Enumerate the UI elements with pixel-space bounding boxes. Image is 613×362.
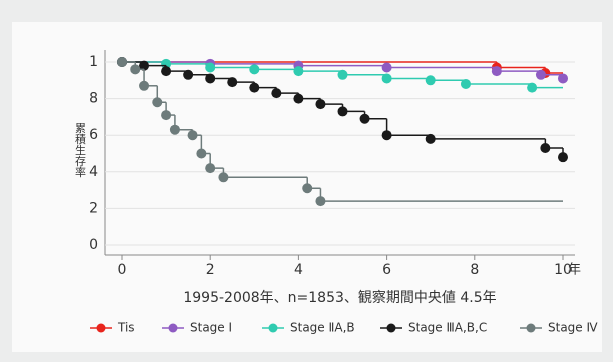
censor-marker [249, 82, 260, 93]
censor-marker [425, 133, 436, 144]
legend-marker [268, 323, 278, 333]
x-tick-label: 4 [294, 262, 303, 278]
censor-marker [558, 73, 568, 84]
censor-marker [205, 163, 216, 174]
censor-marker [381, 130, 392, 141]
censor-marker [359, 113, 370, 124]
censor-marker [169, 124, 180, 135]
censor-marker [381, 73, 392, 84]
legend-marker [386, 323, 396, 333]
legend-marker [168, 323, 178, 333]
censor-marker [315, 99, 326, 110]
legend-label: Stage Ⅰ [190, 321, 232, 335]
censor-marker [187, 130, 198, 141]
censor-marker [139, 80, 150, 91]
y-tick-label: 2 [89, 200, 98, 216]
censor-marker [527, 82, 538, 93]
legend-label: Stage ⅡA,B [290, 321, 355, 335]
x-tick-label: 10 [554, 262, 572, 278]
legend-marker [96, 323, 106, 333]
y-axis-label: 累積生存率 [74, 122, 87, 178]
x-tick-label: 0 [118, 262, 127, 278]
y-tick-label: 1 [89, 54, 98, 70]
censor-marker [205, 62, 216, 73]
censor-marker [337, 69, 348, 80]
legend-label: Stage ⅢA,B,C [408, 321, 487, 335]
y-tick-label: 4 [89, 164, 98, 180]
y-tick-label: 8 [89, 91, 98, 107]
censor-marker [161, 110, 172, 121]
censor-marker [117, 57, 127, 67]
censor-marker [205, 73, 216, 84]
caption: 1995-2008年、n=1853、観察期間中央値 4.5年 [183, 289, 496, 306]
censor-marker [183, 69, 194, 80]
x-tick-label: 6 [382, 262, 391, 278]
censor-marker [302, 183, 313, 194]
censor-marker [293, 93, 304, 104]
censor-marker [130, 64, 141, 75]
y-tick-label: 0 [89, 237, 98, 253]
legend-label: Stage Ⅳ [548, 321, 598, 335]
censor-marker [540, 143, 551, 154]
censor-marker [196, 148, 207, 159]
x-tick-label: 2 [206, 262, 215, 278]
x-unit: 年 [568, 263, 581, 278]
censor-marker [249, 64, 260, 75]
censor-marker [139, 60, 150, 71]
censor-marker [535, 69, 546, 80]
censor-marker [337, 106, 348, 117]
censor-marker [293, 66, 304, 77]
censor-marker [491, 66, 502, 77]
censor-marker [152, 97, 163, 108]
legend-label: Tis [117, 321, 135, 335]
legend-marker [526, 323, 536, 333]
censor-marker [460, 78, 471, 89]
censor-marker [425, 75, 436, 86]
censor-marker [161, 66, 172, 77]
censor-marker [271, 88, 282, 99]
censor-marker [558, 152, 568, 163]
censor-marker [315, 196, 326, 207]
x-tick-label: 8 [470, 262, 479, 278]
censor-marker [381, 62, 392, 73]
y-tick-label: 6 [89, 127, 98, 143]
censor-marker [227, 77, 238, 88]
censor-marker [218, 172, 229, 183]
